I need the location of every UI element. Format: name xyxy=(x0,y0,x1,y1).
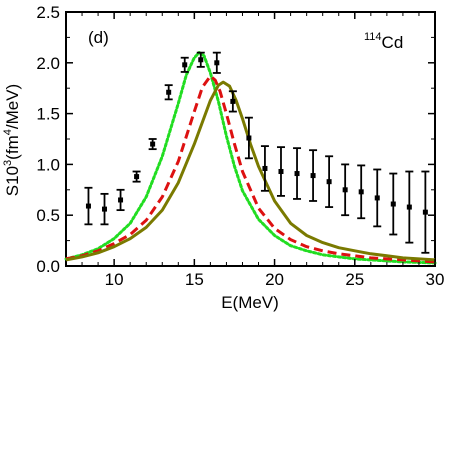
data-point xyxy=(406,204,412,210)
x-axis-title: E(MeV) xyxy=(221,293,279,312)
data-point xyxy=(390,201,396,207)
data-point xyxy=(166,89,172,95)
data-point xyxy=(326,179,332,185)
series-line-dashed xyxy=(65,74,436,264)
x-tick-label: 25 xyxy=(345,270,364,289)
x-tick-label: 10 xyxy=(105,270,124,289)
y-axis-title-main: S10 xyxy=(3,166,22,196)
y-tick-label: 2.0 xyxy=(36,54,60,73)
y-tick-label: 2.5 xyxy=(36,3,60,22)
series-line-dotted xyxy=(64,51,437,265)
y-tick-label: 1.5 xyxy=(36,105,60,124)
experimental-data xyxy=(84,51,430,254)
data-point xyxy=(198,57,204,63)
nucleus-element: Cd xyxy=(382,33,404,52)
x-tick-label: 30 xyxy=(426,270,445,289)
data-point xyxy=(294,171,300,177)
data-point xyxy=(134,174,140,180)
nucleus-mass-number: 114 xyxy=(364,31,382,43)
y-axis-title-unit-b: /MeV) xyxy=(3,84,22,129)
y-axis-title-exp1: 3 xyxy=(2,160,14,166)
data-point xyxy=(85,203,91,209)
panel-label: (d) xyxy=(88,28,109,47)
y-axis-title-unit-a: (fm xyxy=(3,135,22,160)
data-point xyxy=(150,141,156,147)
data-point xyxy=(182,62,188,68)
data-point xyxy=(374,195,380,201)
data-point xyxy=(230,98,236,104)
data-point xyxy=(246,135,252,141)
series-line-solid xyxy=(65,80,436,262)
data-point xyxy=(118,197,124,203)
x-tick-label: 20 xyxy=(265,270,284,289)
axis-ticks: 10 15 20 25 30 0.0 0.5 1.0 1.5 2.0 2.5 xyxy=(36,3,444,289)
data-point xyxy=(422,209,428,215)
data-point xyxy=(310,173,316,179)
y-tick-label: 1.0 xyxy=(36,155,60,174)
data-point xyxy=(214,60,220,66)
data-point xyxy=(278,169,284,175)
y-tick-label: 0.5 xyxy=(36,206,60,225)
nucleus-label: 114Cd xyxy=(364,31,403,52)
data-point xyxy=(262,165,268,171)
y-axis-title: S103(fm4/MeV) xyxy=(2,84,22,196)
x-tick-label: 15 xyxy=(185,270,204,289)
data-point xyxy=(102,206,108,212)
data-point xyxy=(358,189,364,195)
y-tick-label: 0.0 xyxy=(36,257,60,276)
data-point xyxy=(342,187,348,193)
model-curves xyxy=(64,51,437,265)
y-axis-title-exp2: 4 xyxy=(2,129,14,135)
